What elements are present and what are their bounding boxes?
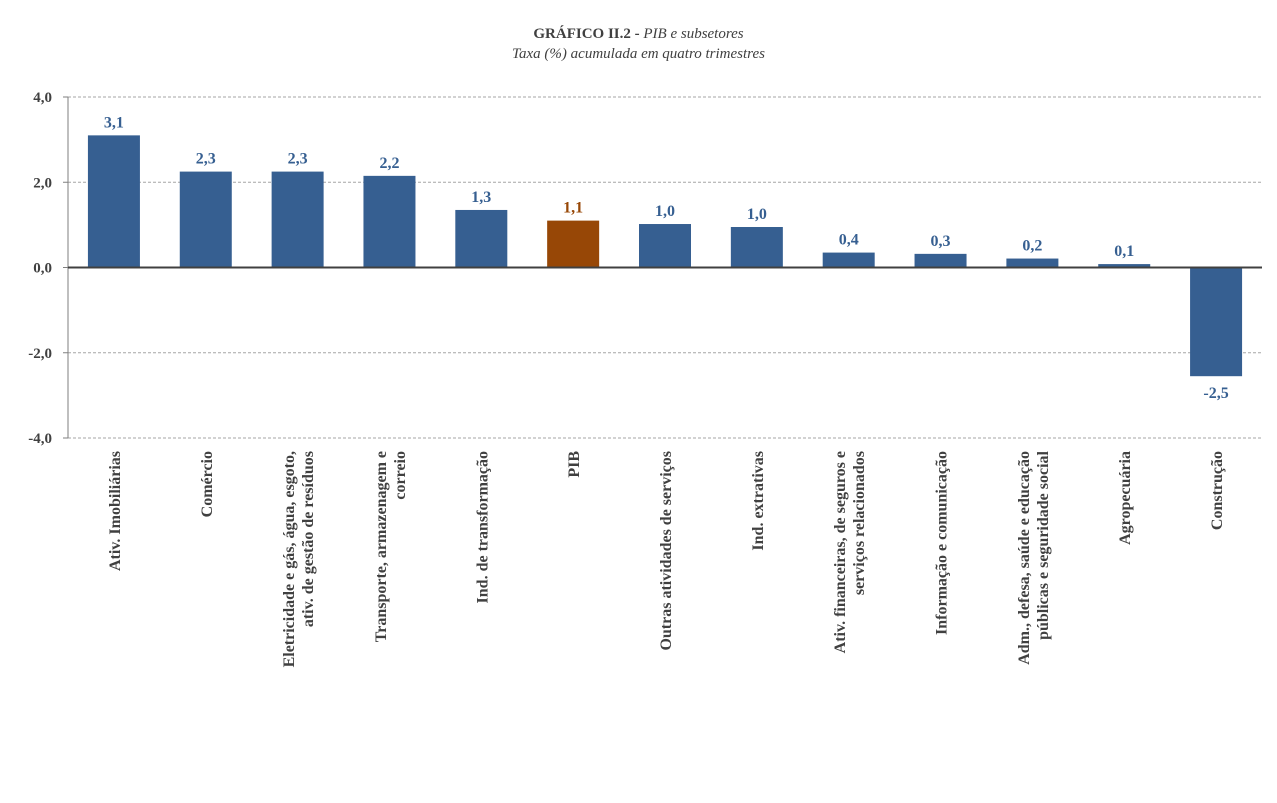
data-label: 1,0 [747,206,767,223]
x-tick-label: públicas e seguridade social [1035,450,1052,639]
data-label: -2,5 [1203,385,1228,402]
data-label: 1,3 [471,189,491,206]
data-label: 0,3 [931,233,951,250]
data-label: 1,0 [655,203,675,220]
data-label: 0,1 [1114,243,1134,260]
bar [87,135,140,268]
x-tick-label: PIB [566,451,583,478]
y-tick-label: 4,0 [33,90,52,106]
x-tick-label: Construção [1209,451,1226,530]
x-tick-label: Ind. de transformação [474,451,491,603]
data-label: 0,2 [1022,238,1042,255]
chart-subtitle: Taxa (%) acumulada em quatro trimestres [512,46,765,62]
x-tick-label: Outras atividades de serviços [658,451,675,651]
chart-title-italic: PIB e subsetores [643,26,744,42]
bar [822,252,875,268]
chart-title-main: GRÁFICO II.2 - [533,26,640,42]
bar [730,227,783,268]
y-tick-label: -2,0 [28,346,52,362]
y-tick-label: -4,0 [28,431,52,447]
x-tick-label: ativ. de gestão de resíduos [300,451,317,627]
data-label: 2,3 [196,151,216,168]
bar [547,220,600,268]
bar [179,171,232,268]
data-label: 1,1 [563,200,583,217]
y-tick-label: 0,0 [33,261,52,277]
x-tick-label: Agropecuária [1117,451,1134,545]
data-label: 2,2 [379,155,399,172]
bar [1098,264,1151,268]
x-tick-label: Eletricidade e gás, água, esgoto, [281,451,298,667]
bar [639,224,691,268]
x-tick-label: Comércio [199,451,216,517]
bar [455,209,508,268]
x-tick-label: Ativ. financeiras, de seguros e [832,451,849,653]
bar [914,253,967,268]
data-label: 3,1 [104,114,124,131]
bar [1190,267,1243,377]
y-tick-label: 2,0 [33,175,52,191]
x-tick-label: serviços relacionados [851,451,868,595]
chart-title: GRÁFICO II.2 - PIB e subsetores [0,24,1277,44]
data-label: 2,3 [288,151,308,168]
x-tick-label: Ind. extrativas [750,451,767,551]
x-tick-label: Informação e comunicação [934,451,951,635]
bar [363,175,416,268]
data-label: 0,4 [839,232,859,249]
chart-title-block: GRÁFICO II.2 - PIB e subsetores Taxa (%)… [0,24,1277,64]
x-tick-label: correio [392,451,409,500]
bar [1006,258,1059,268]
x-tick-label: Ativ. Imobiliárias [107,451,124,571]
x-tick-label: Transporte, armazenagem e [373,451,390,642]
x-tick-label: Adm., defesa, saúde e educação [1016,451,1033,665]
bar [271,171,324,268]
